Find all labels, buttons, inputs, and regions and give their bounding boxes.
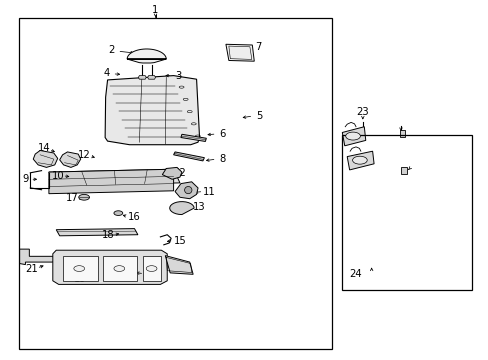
- Polygon shape: [346, 151, 373, 170]
- Polygon shape: [102, 256, 137, 281]
- Text: 15: 15: [173, 236, 186, 246]
- Text: 5: 5: [255, 111, 262, 121]
- Polygon shape: [20, 249, 55, 265]
- Bar: [19, 18, 331, 349]
- Polygon shape: [60, 152, 81, 167]
- Text: 17: 17: [66, 193, 79, 203]
- Text: 18: 18: [102, 230, 115, 240]
- Polygon shape: [399, 130, 404, 137]
- Text: 16: 16: [128, 212, 141, 222]
- Polygon shape: [165, 256, 193, 274]
- Polygon shape: [33, 150, 58, 167]
- Ellipse shape: [114, 211, 122, 215]
- Polygon shape: [162, 167, 182, 179]
- Text: 10: 10: [51, 171, 64, 181]
- Text: 9: 9: [22, 174, 29, 184]
- Polygon shape: [142, 256, 161, 281]
- Polygon shape: [105, 76, 199, 145]
- Polygon shape: [225, 44, 254, 61]
- Text: 14: 14: [38, 143, 50, 153]
- Polygon shape: [181, 134, 206, 141]
- Polygon shape: [169, 202, 194, 215]
- Text: 4: 4: [103, 68, 109, 78]
- Polygon shape: [342, 127, 365, 146]
- Polygon shape: [175, 182, 198, 199]
- Polygon shape: [138, 76, 146, 79]
- Text: 13: 13: [193, 202, 205, 212]
- Text: 11: 11: [203, 186, 215, 197]
- Bar: [342, 135, 471, 290]
- Polygon shape: [173, 152, 204, 161]
- Ellipse shape: [79, 194, 89, 200]
- Ellipse shape: [114, 266, 124, 271]
- Ellipse shape: [345, 132, 360, 140]
- Polygon shape: [53, 250, 167, 284]
- Polygon shape: [400, 167, 406, 174]
- Text: 7: 7: [254, 42, 261, 52]
- Polygon shape: [49, 169, 173, 194]
- Text: 6: 6: [219, 129, 225, 139]
- Polygon shape: [62, 256, 98, 281]
- Ellipse shape: [146, 266, 157, 271]
- Polygon shape: [147, 76, 155, 79]
- Text: 23: 23: [356, 107, 368, 117]
- Text: 3: 3: [175, 71, 181, 81]
- Text: 19: 19: [74, 274, 87, 284]
- Polygon shape: [49, 169, 180, 186]
- Ellipse shape: [352, 156, 366, 164]
- Text: 20: 20: [144, 269, 157, 279]
- Text: 12: 12: [78, 150, 90, 160]
- Text: 22: 22: [173, 168, 186, 178]
- Text: 21: 21: [25, 264, 38, 274]
- Text: 24: 24: [349, 269, 362, 279]
- Text: 2: 2: [108, 45, 115, 55]
- Text: 1: 1: [152, 5, 159, 15]
- Polygon shape: [127, 49, 166, 63]
- Text: 8: 8: [219, 154, 225, 164]
- Ellipse shape: [74, 266, 84, 271]
- Ellipse shape: [184, 186, 192, 194]
- Polygon shape: [56, 229, 138, 236]
